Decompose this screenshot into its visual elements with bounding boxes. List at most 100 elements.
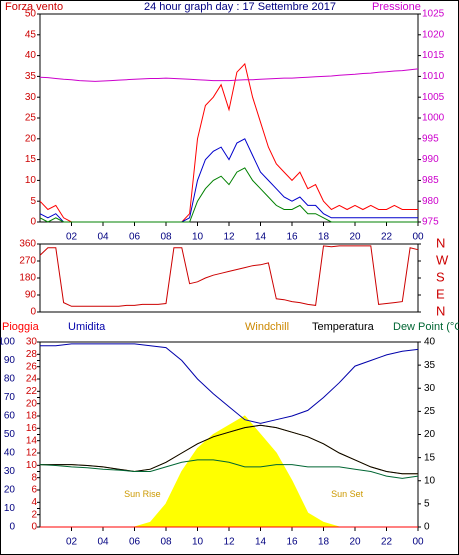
y2-tick-label: 1000 — [422, 113, 445, 124]
legend-label: Pioggia — [2, 321, 40, 333]
y-axis-label: Forza vento — [5, 1, 63, 13]
y-tick-label: 10 — [25, 175, 37, 186]
y3-tick-label: 30 — [4, 466, 16, 477]
y-tick-label: 16 — [26, 423, 38, 434]
y-tick-label: 30 — [26, 337, 38, 348]
x-tick-label: 04 — [97, 537, 109, 548]
x-tick-label: 22 — [381, 232, 393, 243]
y-tick-label: 270 — [19, 256, 36, 267]
y-tick-label: 24 — [26, 374, 38, 385]
y-tick-label: 360 — [19, 239, 36, 250]
annotation: Sun Rise — [124, 489, 161, 499]
x-tick-label: 02 — [66, 232, 78, 243]
y-tick-label: 20 — [25, 133, 37, 144]
y2-tick-label: 5 — [424, 499, 430, 510]
y2-tick-label: W — [436, 252, 449, 267]
y-tick-label: 180 — [19, 273, 36, 284]
y2-tick-label: 975 — [422, 217, 439, 228]
y-tick-label: 26 — [26, 361, 38, 372]
y2-tick-label: 25 — [424, 406, 436, 417]
x-tick-label: 10 — [192, 232, 204, 243]
y-tick-label: 8 — [31, 472, 37, 483]
y2-tick-label: 20 — [424, 429, 436, 440]
x-tick-label: 06 — [129, 232, 141, 243]
y-tick-label: 22 — [26, 386, 38, 397]
y3-tick-label: 100 — [0, 337, 15, 348]
x-tick-label: 14 — [255, 232, 267, 243]
y3-tick-label: 80 — [4, 374, 16, 385]
legend-label: Umidita — [68, 321, 106, 333]
series-line — [39, 459, 419, 479]
legend-label: Temperatura — [312, 321, 375, 333]
y2-tick-label: 1010 — [422, 71, 445, 82]
y2-tick-label: 1015 — [422, 50, 445, 61]
annotation: Sun Set — [331, 489, 364, 499]
chart-title: 24 hour graph day : 17 Settembre 2017 — [144, 1, 336, 13]
y2-tick-label: 10 — [424, 475, 436, 486]
series-line — [40, 424, 418, 475]
x-tick-label: 12 — [223, 232, 235, 243]
x-tick-label: 16 — [286, 232, 298, 243]
y-tick-label: 0 — [30, 307, 36, 318]
y-tick-label: 10 — [26, 460, 38, 471]
y2-tick-label: 980 — [422, 196, 439, 207]
y-tick-label: 15 — [25, 154, 37, 165]
y2-tick-label: N — [436, 235, 445, 250]
y3-tick-label: 60 — [4, 411, 16, 422]
y2-tick-label: 1025 — [422, 9, 445, 20]
y2-tick-label: N — [436, 303, 445, 318]
x-tick-label: 18 — [318, 537, 330, 548]
y-tick-label: 45 — [25, 29, 37, 40]
series-line — [40, 343, 419, 424]
x-tick-label: 06 — [129, 537, 141, 548]
x-tick-label: 00 — [412, 232, 424, 243]
x-tick-label: 20 — [349, 537, 361, 548]
y3-tick-label: 10 — [4, 503, 16, 514]
y2-tick-label: 1020 — [422, 29, 445, 40]
y3-tick-label: 40 — [4, 448, 16, 459]
y-tick-label: 40 — [25, 50, 37, 61]
series-line — [39, 167, 418, 223]
y-tick-label: 2 — [31, 509, 37, 520]
y-tick-label: 50 — [25, 9, 37, 20]
legend-label: Windchill — [245, 321, 289, 333]
x-tick-label: 08 — [160, 537, 172, 548]
legend-label: Dew Point (°C — [393, 321, 459, 333]
y-tick-label: 25 — [25, 113, 37, 124]
y2-tick-label: 0 — [424, 522, 430, 533]
y-tick-label: 12 — [26, 448, 38, 459]
y3-tick-label: 50 — [4, 429, 16, 440]
y2-tick-label: 35 — [424, 360, 436, 371]
y-tick-label: 6 — [31, 485, 37, 496]
y-tick-label: 18 — [26, 411, 38, 422]
x-tick-label: 12 — [223, 537, 235, 548]
y3-tick-label: 90 — [4, 355, 16, 366]
y-tick-label: 20 — [26, 398, 38, 409]
x-tick-label: 16 — [286, 537, 298, 548]
y-tick-label: 30 — [25, 92, 37, 103]
y2-tick-label: 1005 — [422, 92, 445, 103]
plot-area — [39, 243, 419, 313]
x-tick-label: 22 — [381, 537, 393, 548]
y3-tick-label: 0 — [9, 522, 15, 533]
y-tick-label: 0 — [30, 217, 36, 228]
y3-tick-label: 70 — [4, 392, 16, 403]
y2-tick-label: 985 — [422, 175, 439, 186]
x-tick-label: 18 — [318, 232, 330, 243]
y2-tick-label: 990 — [422, 154, 439, 165]
y2-tick-label: 15 — [424, 452, 436, 463]
x-tick-label: 10 — [192, 537, 204, 548]
series-line — [39, 68, 419, 82]
x-tick-label: 20 — [349, 232, 361, 243]
x-tick-label: 08 — [160, 232, 172, 243]
x-tick-label: 02 — [66, 537, 78, 548]
y2-tick-label: 40 — [424, 337, 436, 348]
y2-tick-label: S — [436, 269, 445, 284]
y2-axis-label: Pressione — [372, 1, 421, 13]
y-tick-label: 35 — [25, 71, 37, 82]
y-tick-label: 14 — [26, 435, 38, 446]
y-tick-label: 0 — [31, 522, 37, 533]
y-tick-label: 90 — [25, 290, 37, 301]
y-tick-label: 4 — [31, 497, 37, 508]
